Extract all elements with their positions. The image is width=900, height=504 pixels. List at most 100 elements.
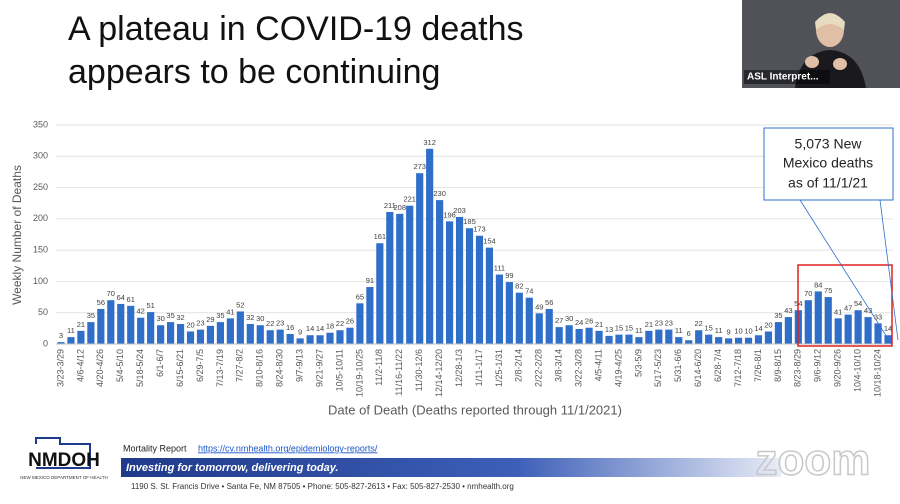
bar <box>465 228 474 344</box>
logo-text: NMDOH <box>28 450 100 471</box>
x-tick-label: 7/26-8/1 <box>753 349 763 382</box>
video-tile: ASL Interpret... <box>742 0 900 88</box>
bar <box>67 337 75 344</box>
data-label: 11 <box>67 326 75 335</box>
bar <box>824 297 832 344</box>
bar <box>256 325 264 344</box>
bar <box>635 337 643 344</box>
bar <box>236 311 244 344</box>
data-label: 43 <box>864 306 872 315</box>
bar <box>97 308 105 344</box>
x-tick-label: 12/14-12/20 <box>434 349 444 397</box>
person-hand <box>833 58 847 70</box>
data-label: 32 <box>246 313 254 322</box>
callout-text: as of 11/1/21 <box>788 175 868 191</box>
data-label: 15 <box>625 324 633 333</box>
x-tick-label: 5/17-5/23 <box>653 349 663 387</box>
bar <box>266 330 274 344</box>
title-line: appears to be continuing <box>68 53 440 91</box>
x-tick-label: 9/6-9/12 <box>813 349 823 382</box>
data-label: 22 <box>266 319 274 328</box>
bar <box>734 337 743 344</box>
title-line: A plateau in COVID-19 deaths <box>68 10 524 48</box>
x-tick-label: 10/4-10/10 <box>853 349 863 392</box>
data-label: 20 <box>186 320 194 329</box>
y-tick-label: 300 <box>33 151 48 161</box>
data-label: 111 <box>494 264 505 273</box>
data-label: 43 <box>784 306 792 315</box>
report-label: Mortality Report <box>123 443 187 453</box>
bar <box>655 329 663 344</box>
bar <box>196 329 205 344</box>
data-label: 203 <box>453 206 466 215</box>
x-tick-label: 5/4-5/10 <box>115 349 125 382</box>
bar <box>276 329 284 344</box>
data-label: 70 <box>804 289 812 298</box>
data-label: 35 <box>166 311 174 320</box>
data-label: 75 <box>824 286 832 295</box>
report-link[interactable]: https://cv.nmhealth.org/epidemiology-rep… <box>198 443 378 453</box>
bar <box>455 216 464 344</box>
bar <box>57 342 65 344</box>
bar <box>406 205 414 344</box>
data-label: 185 <box>463 217 476 226</box>
bar <box>336 330 344 344</box>
bar <box>226 318 234 344</box>
bar <box>575 328 583 344</box>
bar <box>216 322 224 344</box>
x-tick-label: 3/23-3/29 <box>55 349 65 387</box>
y-axis-label: Weekly Number of Deaths <box>10 165 24 305</box>
x-tick-label: 7/12-7/18 <box>733 349 743 387</box>
bar <box>117 303 125 344</box>
data-label: 20 <box>764 320 772 329</box>
data-label: 41 <box>226 307 234 316</box>
data-label: 32 <box>176 313 184 322</box>
x-tick-label: 8/9-8/15 <box>773 349 783 382</box>
data-label: 30 <box>565 314 573 323</box>
bar <box>725 338 733 344</box>
logo-outline <box>35 437 91 469</box>
data-label: 208 <box>394 203 407 212</box>
data-label: 230 <box>433 189 446 198</box>
data-label: 11 <box>635 326 643 335</box>
bar <box>665 329 673 344</box>
bar <box>137 317 145 344</box>
data-label: 26 <box>346 317 354 326</box>
bar <box>605 335 613 344</box>
data-label: 21 <box>645 320 653 329</box>
data-label: 154 <box>483 237 496 246</box>
data-label: 33 <box>874 312 882 321</box>
bar <box>306 335 314 344</box>
bar <box>555 327 563 344</box>
data-label: 18 <box>326 322 334 331</box>
bar <box>296 338 304 344</box>
x-tick-label: 8/10-8/16 <box>255 349 265 387</box>
bar <box>774 322 782 344</box>
x-tick-label: 3/8-3/14 <box>554 349 564 382</box>
bar <box>565 325 573 344</box>
x-tick-label: 10/18-10/24 <box>872 349 882 397</box>
data-label: 30 <box>256 314 264 323</box>
y-tick-label: 350 <box>33 119 48 129</box>
name-bg <box>744 70 830 84</box>
x-tick-label: 9/20-9/26 <box>833 349 843 387</box>
bar <box>615 334 623 344</box>
bar <box>804 300 812 344</box>
bar <box>167 322 175 344</box>
x-tick-label: 1/11-1/17 <box>474 349 484 386</box>
bar <box>505 282 513 344</box>
bar <box>625 334 633 344</box>
data-label: 273 <box>413 162 426 171</box>
data-label: 41 <box>834 307 842 316</box>
x-tick-label: 6/29-7/5 <box>195 349 205 382</box>
bar <box>715 337 723 344</box>
y-tick-label: 150 <box>33 245 48 255</box>
footer: NMDOH NEW MEXICO DEPARTMENT OF HEALTH Mo… <box>20 435 871 491</box>
bar <box>695 330 703 344</box>
bar <box>346 327 354 344</box>
x-tick-label: 7/27-8/2 <box>235 349 245 382</box>
bar <box>426 148 434 344</box>
y-tick-label: 50 <box>38 307 48 317</box>
bar <box>834 318 842 344</box>
